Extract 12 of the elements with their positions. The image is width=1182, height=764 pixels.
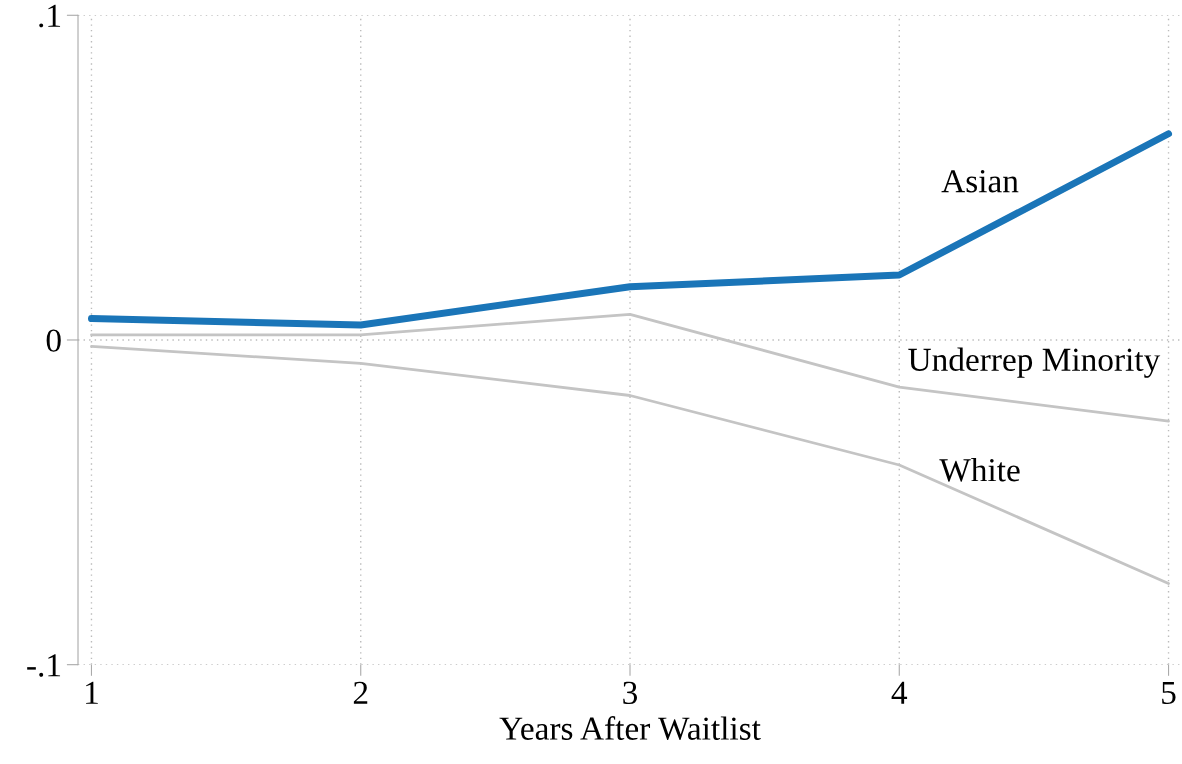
y-tick-label: -.1 xyxy=(27,654,61,677)
y-tick-label: .1 xyxy=(39,4,61,28)
x-axis-title: Years After Waitlist xyxy=(499,716,761,741)
x-tick-label: 2 xyxy=(353,681,368,704)
x-tick-label: 1 xyxy=(86,681,98,704)
x-tick-label: 3 xyxy=(623,681,638,705)
x-tick-label: 5 xyxy=(1162,681,1176,705)
x-tick-label: 4 xyxy=(891,681,908,704)
series-label: White xyxy=(939,457,1020,482)
y-tick-label: 0 xyxy=(46,329,61,352)
series-label: Asian xyxy=(941,170,1019,193)
series-label: Underrep Minority xyxy=(908,347,1161,378)
